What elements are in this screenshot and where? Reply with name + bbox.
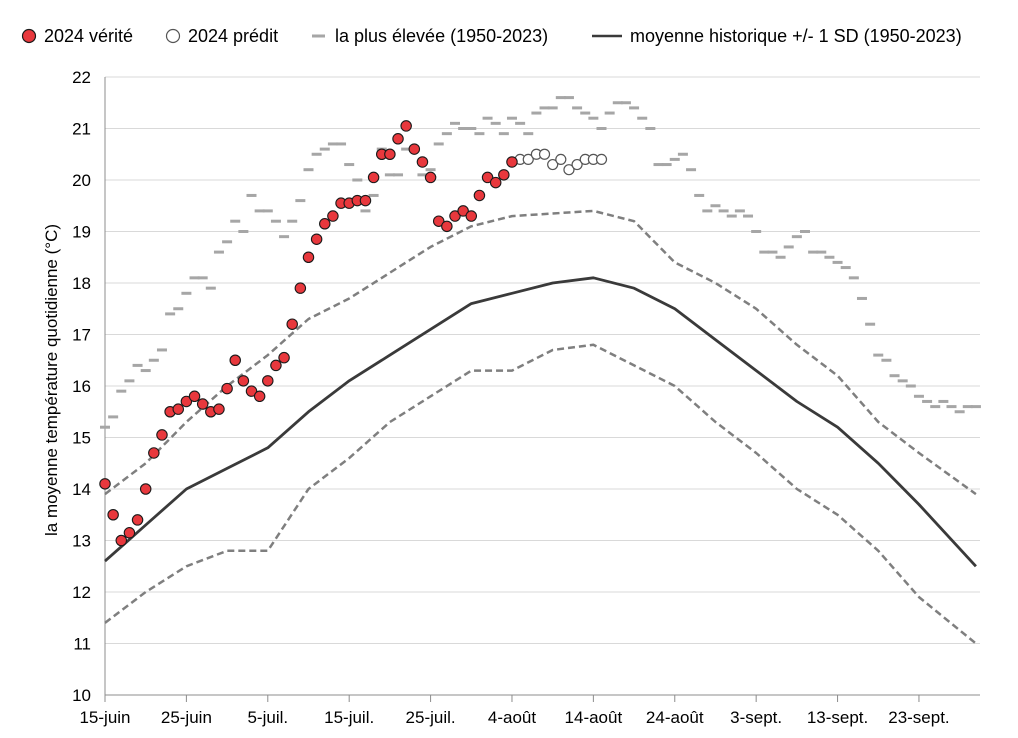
y-axis-label: la moyenne température quotidienne (°C) [42, 224, 61, 536]
y-tick-label: 14 [72, 480, 91, 499]
x-tick-label: 25-juil. [406, 708, 456, 727]
truth-point [489, 176, 502, 189]
x-tick-label: 14-août [565, 708, 623, 727]
y-tick-label: 16 [72, 377, 91, 396]
truth-point [278, 351, 290, 364]
truth-point [99, 478, 111, 490]
x-tick-label: 3-sept. [730, 708, 782, 727]
truth-point [180, 395, 193, 408]
y-tick-label: 19 [72, 223, 91, 242]
x-tick-label: 25-juin [161, 708, 212, 727]
truth-point [188, 390, 201, 403]
truth-point [327, 210, 339, 222]
truth-point [156, 429, 168, 441]
x-tick-label: 15-juin [79, 708, 130, 727]
truth-point [432, 215, 445, 227]
truth-point [131, 514, 144, 526]
truth-point [148, 447, 160, 459]
sd-lower-line [104, 343, 977, 645]
truth-point [441, 220, 453, 233]
y-tick-label: 11 [73, 635, 91, 654]
truth-point [392, 133, 404, 145]
truth-point [302, 251, 315, 264]
mean-line [104, 276, 977, 568]
truth-point [115, 534, 128, 547]
predicted-point [538, 148, 551, 160]
gridlines [105, 76, 980, 644]
y-tick-label: 13 [72, 532, 91, 551]
predicted-point [563, 164, 575, 176]
y-tick-label: 20 [72, 171, 91, 190]
x-tick-label: 15-juil. [324, 708, 374, 727]
truth-point [270, 359, 282, 372]
legend-highest-label: la plus élevée (1950-2023) [335, 26, 548, 46]
predicted-point [555, 153, 567, 165]
truth-point [294, 282, 307, 294]
y-tick-label: 21 [72, 120, 91, 139]
x-tick-label: 5-juil. [247, 708, 288, 727]
truth-point [229, 354, 241, 366]
x-tick-label: 24-août [646, 708, 704, 727]
truth-point [172, 403, 185, 415]
y-tick-label: 15 [72, 429, 91, 448]
truth-point [400, 120, 412, 132]
y-tick-label: 10 [72, 686, 91, 705]
truth-point [367, 171, 380, 184]
legend-truth-label: 2024 vérité [44, 26, 133, 46]
truth-point [139, 483, 152, 495]
legend-predicted-marker [165, 28, 181, 44]
predicted-point [522, 153, 534, 165]
y-tick-label: 12 [72, 583, 91, 602]
x-tick-label: 13-sept. [807, 708, 868, 727]
truth-point [107, 508, 119, 521]
legend-mean-label: moyenne historique +/- 1 SD (1950-2023) [630, 26, 962, 46]
truth-point [123, 527, 136, 539]
y-tick-label: 17 [72, 326, 91, 345]
truth-point [213, 403, 225, 415]
truth-point [253, 390, 266, 403]
truth-point [506, 156, 518, 168]
x-tick-label: 23-sept. [888, 708, 949, 727]
sd-upper-line [104, 209, 977, 496]
truth-point [457, 205, 469, 217]
axes: 10 11 12 13 14 15 16 17 18 19 20 21 22 15-juin 25-juin… [72, 68, 980, 727]
truth-point [262, 375, 274, 387]
truth-point [237, 375, 250, 387]
truth-point [481, 171, 494, 184]
truth-point [310, 233, 323, 245]
y-tick-label: 22 [72, 68, 91, 87]
legend-truth-marker [21, 28, 37, 44]
truth-point [245, 385, 258, 397]
truth-point [424, 171, 437, 184]
truth-point [196, 398, 209, 410]
truth-point [359, 194, 372, 207]
legend-predicted-label: 2024 prédit [188, 26, 278, 46]
y-tick-label: 18 [72, 274, 91, 293]
legend: 2024 vérité 2024 prédit la plus élevée (… [21, 26, 962, 46]
truth-point [416, 156, 429, 168]
truth-point [384, 148, 396, 161]
truth-point [498, 169, 510, 181]
truth-point [449, 210, 461, 222]
series-layer [99, 96, 981, 645]
predicted-point [595, 153, 608, 165]
x-tick-label: 4-août [488, 708, 536, 727]
truth-point [221, 382, 233, 395]
truth-point [286, 318, 298, 330]
truth-point [319, 218, 331, 230]
truth-point [473, 189, 486, 202]
predicted-point [547, 158, 559, 171]
truth-point [408, 143, 421, 155]
truth-point [465, 210, 478, 222]
predicted-point [571, 158, 583, 171]
